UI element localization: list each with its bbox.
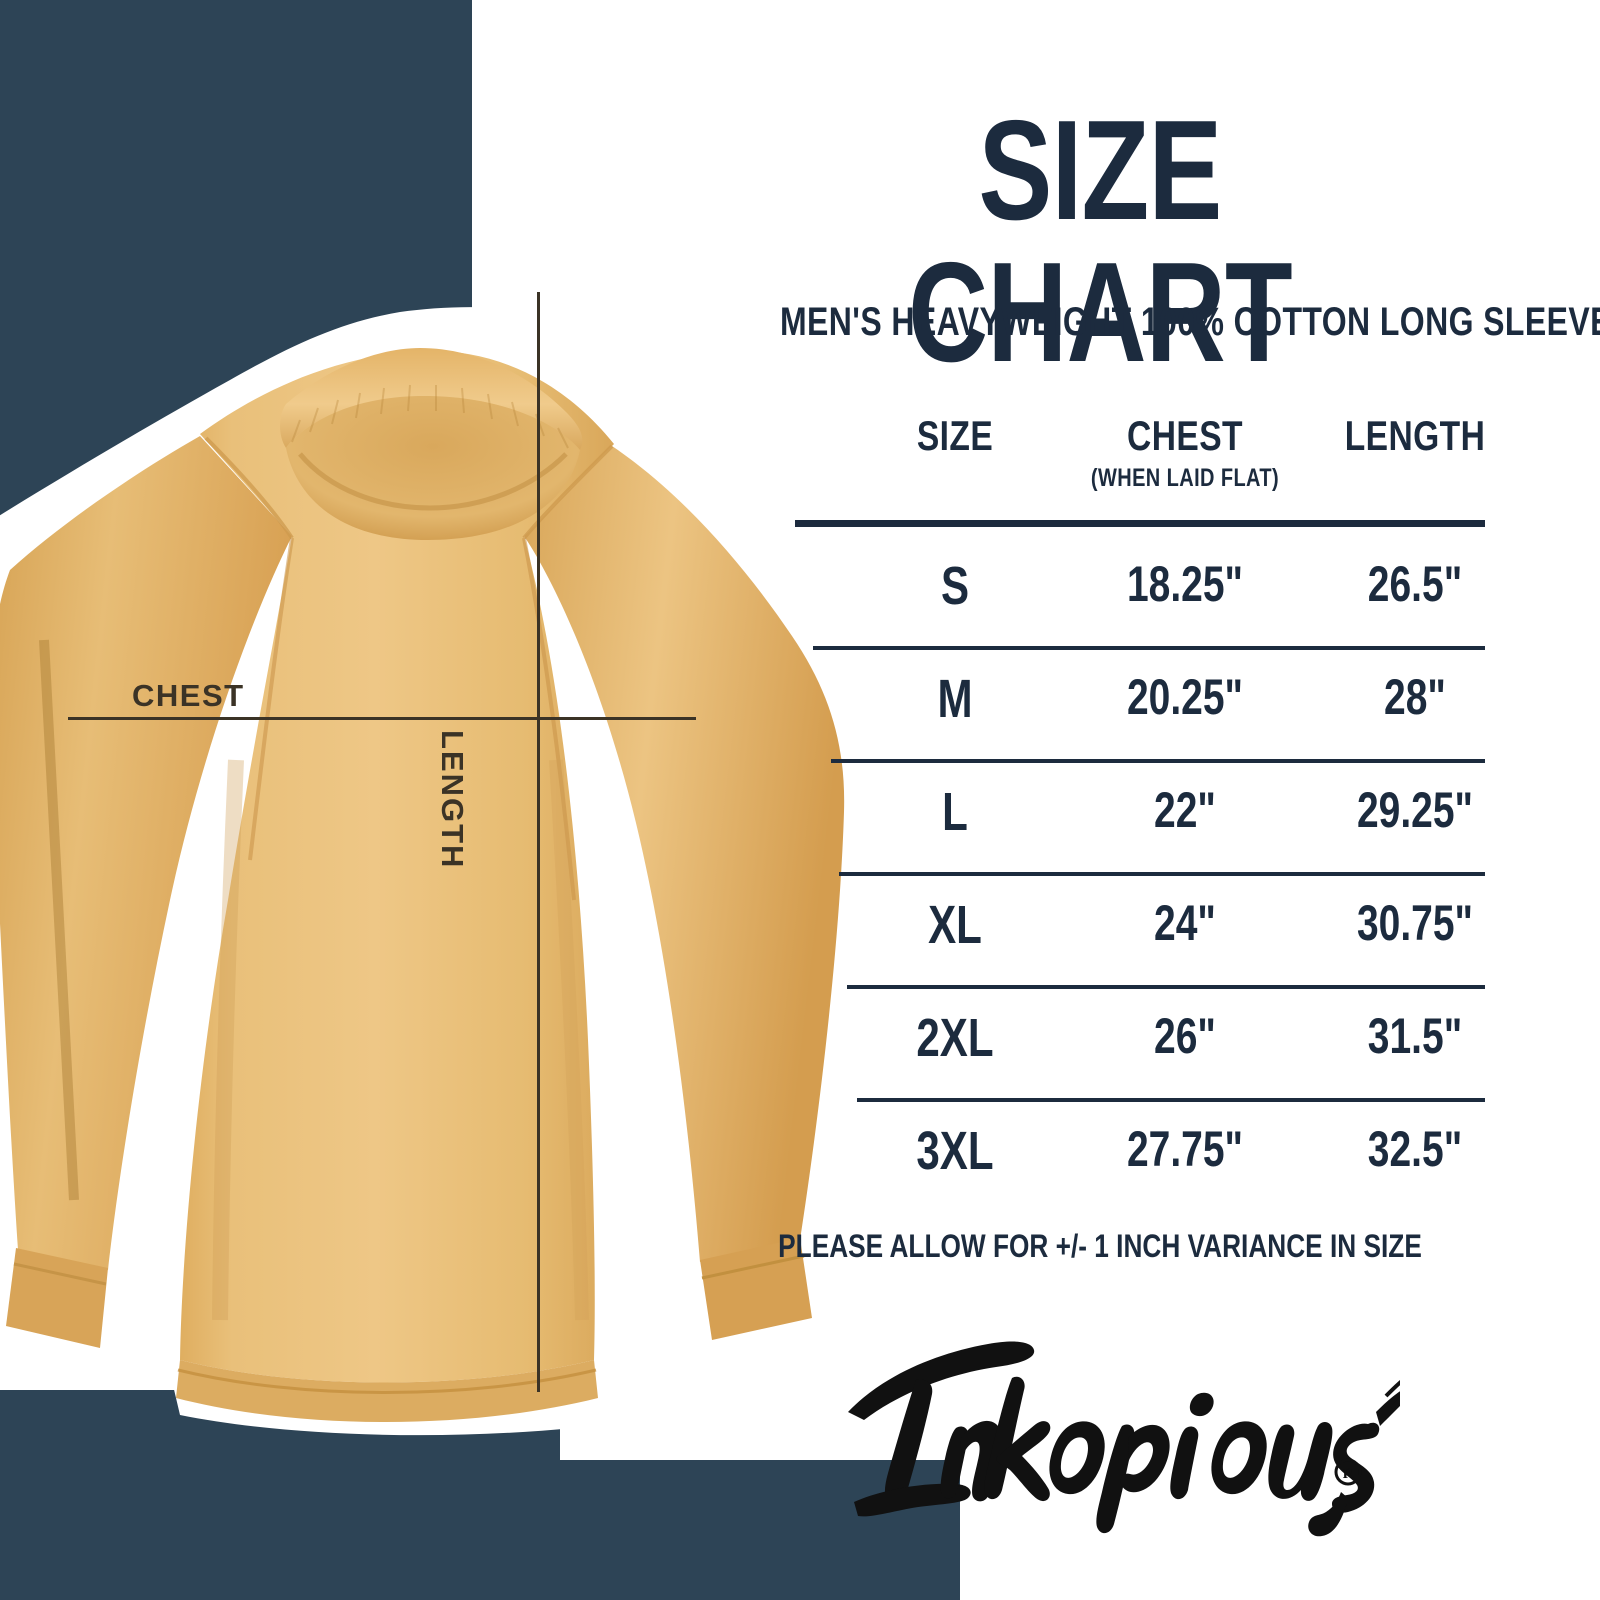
cell-chest: 18.25" xyxy=(1126,556,1244,612)
table-row: XL 24" 30.75" xyxy=(795,876,1585,989)
cell-size: S xyxy=(940,556,970,616)
column-header-chest-subtitle: (WHEN LAID FLAT) xyxy=(1090,464,1280,492)
shirt-collar-ribbing xyxy=(291,384,569,449)
shirt-collar xyxy=(280,348,583,450)
table-row: S 18.25" 26.5" xyxy=(795,537,1585,650)
variance-note: PLEASE ALLOW FOR +/- 1 INCH VARIANCE IN … xyxy=(778,1228,1422,1264)
svg-text:R: R xyxy=(1343,1466,1354,1482)
cell-length: 30.75" xyxy=(1356,895,1474,951)
row-divider xyxy=(813,646,1485,650)
shirt-right-armhole xyxy=(522,537,576,901)
inkopious-wordmark xyxy=(848,1341,1400,1537)
size-table: SIZE CHEST LENGTH (WHEN LAID FLAT) S 18.… xyxy=(795,412,1585,1181)
brand-logo: R xyxy=(820,1320,1400,1540)
cell-size: 2XL xyxy=(916,1008,994,1068)
cell-chest: 26" xyxy=(1154,1008,1216,1064)
row-divider xyxy=(839,872,1485,876)
shirt-left-sleeve xyxy=(0,436,292,1270)
shirt-left-fold-shadow xyxy=(39,639,79,1201)
shirt-right-cuff xyxy=(700,1238,812,1340)
shirt-body-fold-shadow xyxy=(212,759,244,1321)
cell-length: 31.5" xyxy=(1367,1008,1463,1064)
cell-size: XL xyxy=(928,895,982,955)
cell-chest: 27.75" xyxy=(1126,1121,1244,1177)
navy-block-bottom-left-c xyxy=(0,1460,960,1600)
table-row: L 22" 29.25" xyxy=(795,763,1585,876)
cell-chest: 22" xyxy=(1154,782,1216,838)
shirt-left-shoulder-seam xyxy=(204,436,294,540)
shirt-left-armhole xyxy=(248,537,294,861)
registered-trademark-icon: R xyxy=(1334,1458,1362,1486)
page-subtitle: MEN'S HEAVYWEIGHT 100% COTTON LONG SLEEV… xyxy=(780,300,1600,344)
shirt-body xyxy=(180,350,614,1383)
table-row: M 20.25" 28" xyxy=(795,650,1585,763)
table-header-row: SIZE CHEST LENGTH (WHEN LAID FLAT) xyxy=(795,412,1585,527)
table-row: 2XL 26" 31.5" xyxy=(795,989,1585,1102)
cell-size: 3XL xyxy=(916,1121,994,1181)
cell-length: 32.5" xyxy=(1367,1121,1463,1177)
row-divider xyxy=(857,1098,1485,1102)
column-header-size: SIZE xyxy=(916,412,994,459)
cell-length: 28" xyxy=(1384,669,1446,725)
row-divider xyxy=(847,985,1485,989)
shirt-neck-tape xyxy=(298,452,568,511)
cell-size: L xyxy=(942,782,968,842)
shirt-right-sleeve xyxy=(524,446,845,1262)
shirt-left-cuff xyxy=(6,1248,108,1348)
cell-length: 26.5" xyxy=(1367,556,1463,612)
shirt-right-fold-shadow xyxy=(549,759,589,1321)
cell-chest: 20.25" xyxy=(1126,669,1244,725)
shirt-illustration xyxy=(0,240,880,1440)
column-header-length: LENGTH xyxy=(1344,412,1486,459)
page-title: SIZE CHART xyxy=(908,91,1292,392)
cell-size: M xyxy=(937,669,973,729)
chart-panel: SIZE CHART MEN'S HEAVYWEIGHT 100% COTTON… xyxy=(700,0,1600,1600)
shirt-neck-opening xyxy=(286,396,580,540)
column-header-chest: CHEST xyxy=(1127,412,1243,459)
cell-chest: 24" xyxy=(1154,895,1216,951)
shirt-right-shoulder-seam xyxy=(522,444,614,540)
cell-length: 29.25" xyxy=(1356,782,1474,838)
table-body: S 18.25" 26.5" M 20.25" 28" L 22" 29.25" xyxy=(795,537,1585,1215)
table-header-rule xyxy=(795,520,1485,527)
table-row: 3XL 27.75" 32.5" xyxy=(795,1102,1585,1215)
row-divider xyxy=(831,759,1485,763)
